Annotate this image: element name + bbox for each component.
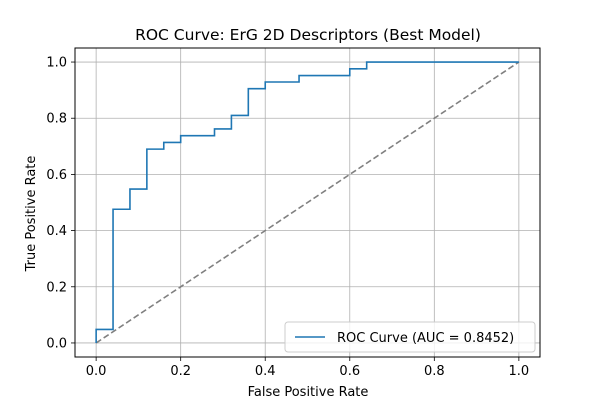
diagonal-reference-line <box>95 61 520 344</box>
roc-curve-line <box>95 61 519 343</box>
y-tick-label: 0.4 <box>46 224 67 239</box>
y-axis-label: True Positive Rate <box>24 156 39 273</box>
x-tick-label: 0.2 <box>170 364 191 379</box>
grid-lines <box>75 48 540 357</box>
plot-series <box>95 61 520 344</box>
y-tick-label: 1.0 <box>46 56 67 71</box>
x-axis-label: False Positive Rate <box>248 385 369 400</box>
y-tick-label: 0.0 <box>46 336 67 351</box>
legend-label: ROC Curve (AUC = 0.8452) <box>337 331 514 346</box>
x-tick-label: 0.6 <box>339 364 360 379</box>
x-tick-label: 1.0 <box>509 364 530 379</box>
x-tick-label: 0.4 <box>255 364 276 379</box>
x-tick-label: 0.8 <box>424 364 445 379</box>
x-tick-label: 0.0 <box>86 364 107 379</box>
legend-box <box>284 321 536 353</box>
y-tick-label: 0.8 <box>46 112 67 127</box>
legend: ROC Curve (AUC = 0.8452) <box>284 321 536 353</box>
y-tick-label: 0.6 <box>46 168 67 183</box>
axis-ticks: 0.0 0.2 0.4 0.6 0.8 1.0 0.0 0.2 0.4 0.6 0.8 1.0 <box>46 56 529 379</box>
y-tick-label: 0.2 <box>46 280 67 295</box>
chart-title: ROC Curve: ErG 2D Descriptors (Best Mode… <box>135 26 481 44</box>
plot-frame <box>74 47 541 358</box>
